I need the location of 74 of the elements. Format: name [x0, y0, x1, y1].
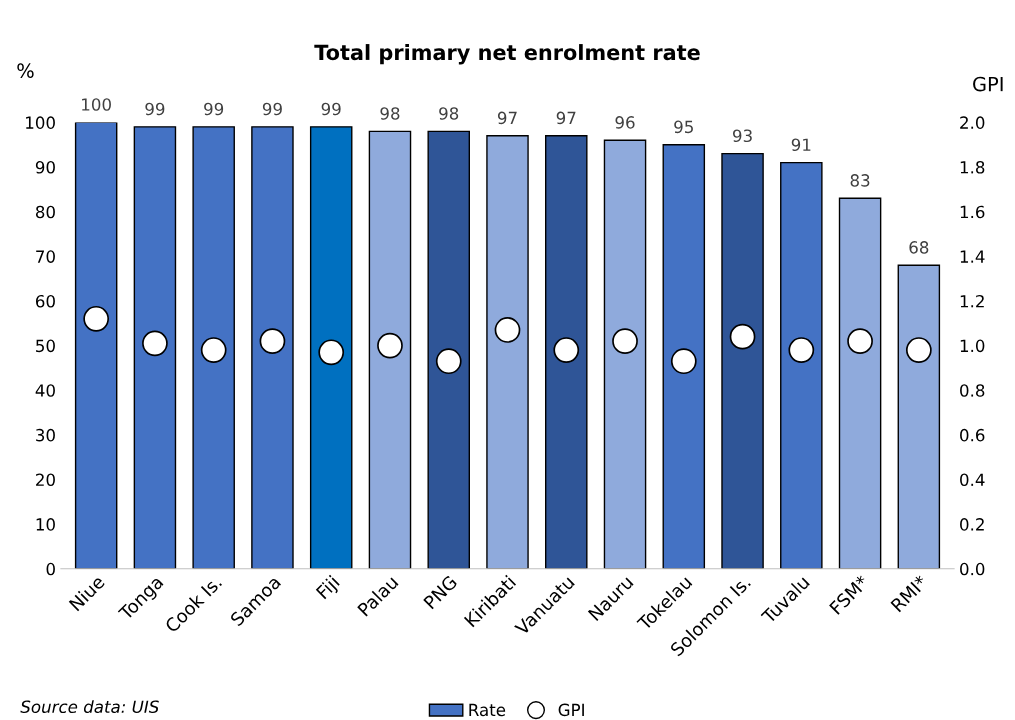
data-label: 97 — [497, 111, 517, 125]
data-label: 98 — [380, 107, 400, 120]
data-label: 99 — [145, 102, 165, 116]
bar — [192, 126, 235, 569]
y-axis-title: % — [17, 63, 34, 79]
y-tick-label: 90 — [35, 161, 55, 174]
y-tick-label: 70 — [36, 250, 55, 263]
bar — [251, 126, 294, 569]
legend-label: GPI — [558, 703, 584, 717]
y-tick-label: 60 — [35, 294, 55, 308]
y-tick-label: 100 — [26, 116, 55, 129]
point — [318, 339, 345, 366]
y-tick-label: 40 — [35, 384, 55, 397]
point — [905, 337, 932, 363]
y2-tick-label: 1.8 — [960, 161, 985, 174]
point — [142, 330, 168, 357]
data-label: 96 — [615, 116, 635, 129]
data-label: 98 — [439, 107, 459, 120]
bar — [721, 152, 764, 569]
y-tick-label: 20 — [36, 473, 55, 487]
data-label: 100 — [82, 98, 111, 111]
y2-tick-label: 2.0 — [960, 116, 985, 129]
point — [612, 328, 638, 354]
data-label: 99 — [262, 102, 282, 116]
point — [670, 348, 697, 375]
bar — [74, 122, 118, 569]
point — [847, 328, 873, 354]
bar — [545, 135, 588, 569]
point — [377, 332, 403, 359]
point — [259, 328, 286, 354]
y-tick-label: 50 — [36, 339, 55, 353]
bar — [486, 135, 529, 569]
y2-tick-label: 0.6 — [960, 428, 985, 442]
bar — [897, 264, 941, 569]
bar — [603, 139, 647, 569]
y2-tick-label: 1.6 — [960, 205, 985, 219]
point — [494, 317, 521, 343]
data-label: 99 — [204, 102, 224, 116]
y2-axis-title: GPI — [973, 76, 1003, 92]
bar — [780, 161, 823, 569]
data-label: 93 — [733, 129, 752, 143]
y2-tick-label: 0.0 — [960, 562, 985, 576]
chart-title: Total primary net enrolment rate — [314, 44, 700, 65]
data-label: 95 — [674, 120, 693, 134]
y-tick-label: 30 — [36, 428, 55, 442]
data-label: 97 — [556, 111, 576, 125]
data-label: 83 — [850, 174, 870, 187]
y2-tick-label: 0.2 — [960, 518, 984, 531]
y-tick-label: 10 — [36, 518, 55, 531]
bar — [368, 130, 412, 569]
data-label: 68 — [909, 241, 929, 254]
data-label: 99 — [321, 102, 341, 116]
point — [200, 337, 227, 363]
legend-label: Rate — [469, 703, 506, 717]
y2-tick-label: 1.0 — [960, 339, 985, 353]
source-note: Source data: UIS — [20, 700, 159, 714]
point — [729, 323, 756, 350]
point — [83, 305, 110, 332]
y2-tick-label: 0.8 — [960, 384, 985, 397]
bar — [309, 126, 353, 569]
y2-tick-label: 0.4 — [960, 473, 985, 487]
point — [788, 337, 815, 363]
bar — [838, 197, 882, 569]
bar — [662, 144, 706, 569]
point — [435, 348, 462, 375]
bar — [427, 130, 470, 569]
bar — [133, 126, 177, 569]
y-tick-label: 0 — [46, 562, 55, 576]
x-tick-label: Fiji — [315, 574, 343, 602]
y2-tick-label: 1.2 — [960, 294, 984, 308]
y2-tick-label: 1.4 — [960, 250, 985, 263]
point — [553, 337, 580, 363]
data-label: 91 — [791, 138, 811, 152]
y-tick-label: 80 — [35, 205, 55, 219]
